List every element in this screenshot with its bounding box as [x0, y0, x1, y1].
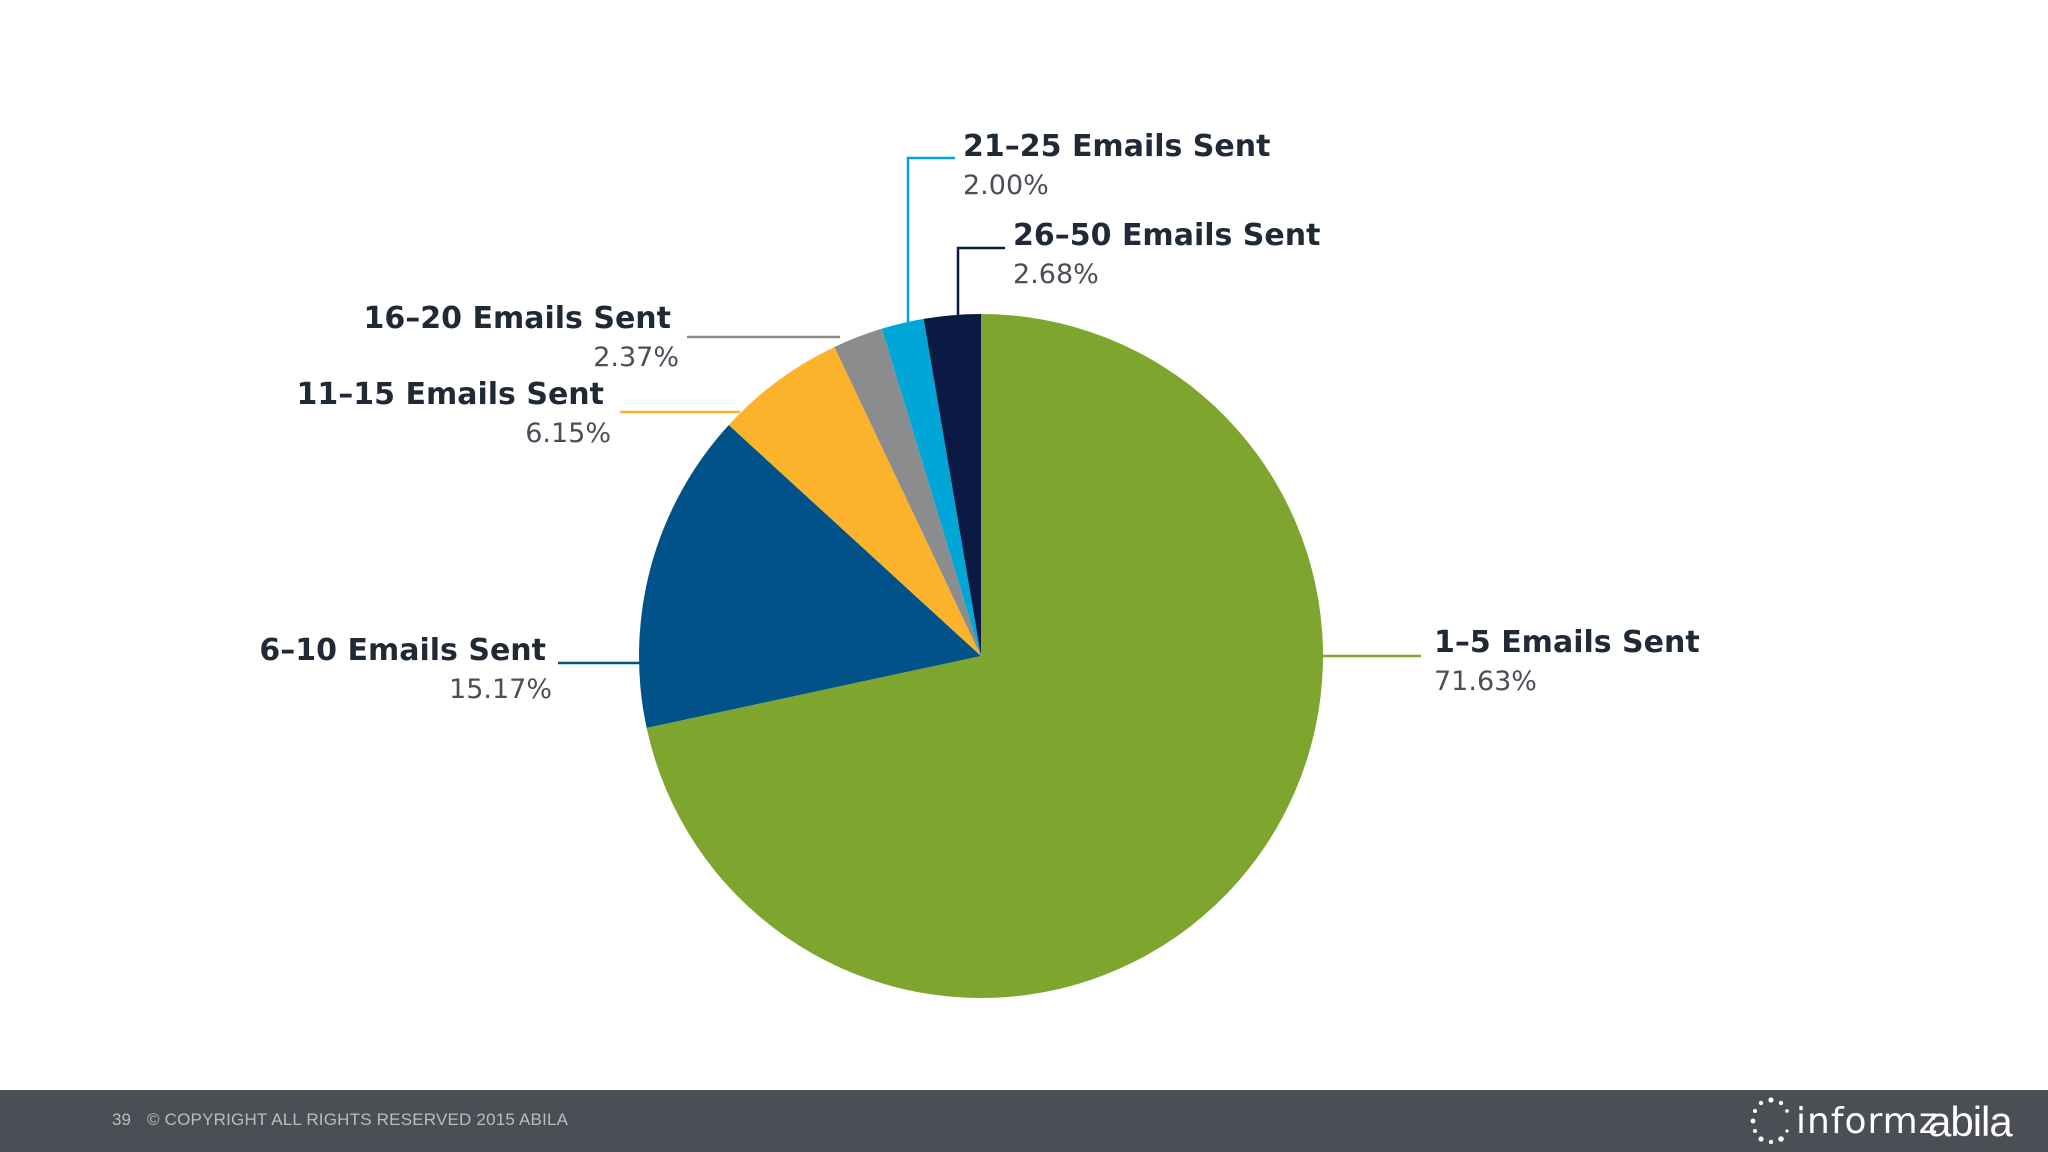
slice-value-1-5: 71.63%	[1434, 666, 1537, 697]
footer-bar: 39 © COPYRIGHT ALL RIGHTS RESERVED 2015 …	[0, 1090, 2048, 1152]
page-number: 39	[112, 1110, 131, 1129]
slice-label-21-25: 21–25 Emails Sent	[963, 129, 1270, 164]
slice-label-6-10: 6–10 Emails Sent	[259, 633, 546, 668]
leader-line-5	[906, 156, 955, 322]
label-21-25: 21–25 Emails Sent 2.00%	[963, 129, 1270, 201]
slice-label-26-50: 26–50 Emails Sent	[1013, 218, 1320, 253]
slice-value-16-20: 2.37%	[593, 342, 679, 373]
informz-logo: informz	[1750, 1096, 1939, 1146]
pie-chart: 1–5 Emails Sent 71.63% 6–10 Emails Sent …	[259, 129, 1700, 998]
pie-slice-3	[728, 347, 981, 656]
slice-label-11-15: 11–15 Emails Sent	[297, 377, 604, 412]
pie-slice-5	[881, 318, 981, 656]
label-16-20: 16–20 Emails Sent 2.37%	[364, 301, 679, 373]
label-26-50: 26–50 Emails Sent 2.68%	[1013, 218, 1320, 290]
slice-value-11-15: 6.15%	[525, 418, 611, 449]
label-6-10: 6–10 Emails Sent 15.17%	[259, 633, 552, 705]
slice-label-1-5: 1–5 Emails Sent	[1434, 625, 1700, 660]
pie-slice-6	[923, 314, 981, 656]
slice-value-26-50: 2.68%	[1013, 259, 1099, 290]
pie-slices	[639, 314, 1323, 998]
pie-slice-4	[834, 328, 981, 656]
label-11-15: 11–15 Emails Sent 6.15%	[297, 377, 611, 449]
slice-label-16-20: 16–20 Emails Sent	[364, 301, 671, 336]
label-1-5: 1–5 Emails Sent 71.63%	[1434, 625, 1700, 697]
slice-value-21-25: 2.00%	[963, 170, 1049, 201]
informz-logo-text: informz	[1796, 1100, 1939, 1142]
abila-logo: abila	[1928, 1098, 2013, 1145]
leader-line-6	[956, 246, 1005, 316]
copyright-text: © COPYRIGHT ALL RIGHTS RESERVED 2015 ABI…	[147, 1110, 569, 1129]
leader-lines	[558, 156, 1421, 665]
slice-value-6-10: 15.17%	[449, 674, 552, 705]
pie-slice-2	[639, 425, 981, 728]
pie-slice-1	[646, 314, 1323, 998]
informz-dots-icon	[1750, 1097, 1789, 1145]
